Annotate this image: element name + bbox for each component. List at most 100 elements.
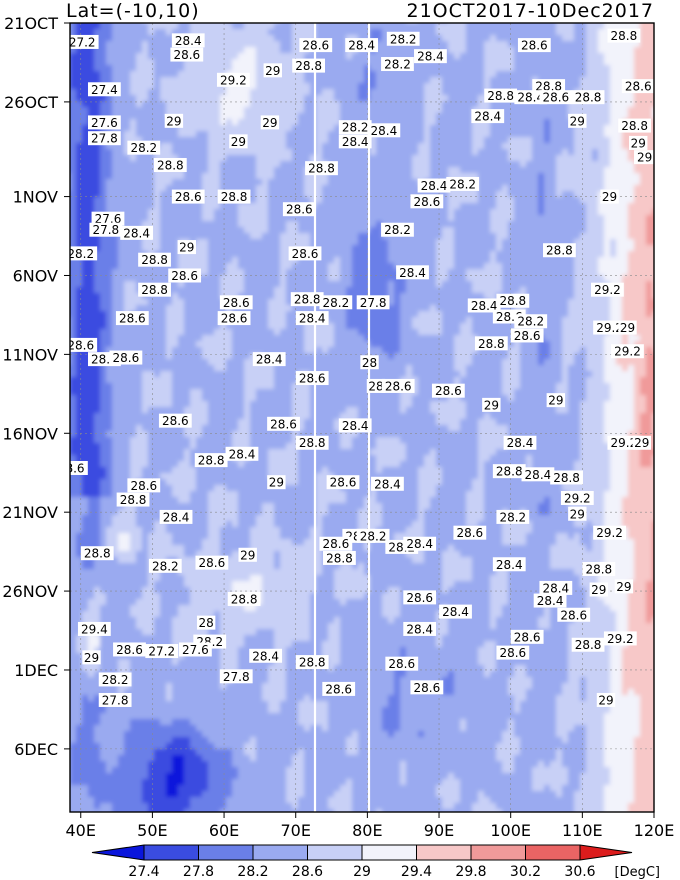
contour-label-box	[591, 282, 624, 297]
contour-label: 29	[591, 583, 606, 597]
contour-label: 28.2	[517, 315, 544, 329]
contour-label: 29	[265, 64, 280, 78]
contour-label: 28	[368, 379, 383, 393]
contour-label-box	[629, 135, 648, 150]
contour-label: 28.8	[575, 91, 602, 105]
contour-label-box	[546, 393, 566, 408]
x-tick-label: 50E	[137, 821, 167, 840]
contour-label-box	[91, 211, 125, 226]
contour-label: 28.2	[67, 247, 94, 261]
contour-label: 29	[570, 507, 585, 521]
contour-label-box	[153, 158, 187, 173]
x-tick-label: 110E	[562, 821, 603, 840]
contour-label: 28.8	[198, 454, 225, 468]
contour-label: 29	[598, 693, 613, 707]
contour-label: 29.2	[220, 73, 247, 87]
contour-label: 27.6	[91, 116, 118, 130]
contour-label-box	[82, 650, 101, 665]
y-tick-label: 1DEC	[14, 661, 58, 680]
contour-label: 29.4	[81, 622, 108, 636]
x-tick-label: 70E	[280, 821, 310, 840]
contour-label-box	[120, 225, 154, 240]
contour-label: 28.6	[560, 608, 587, 622]
contour-label: 28.4	[417, 50, 444, 64]
contour-label: 28.4	[496, 558, 523, 572]
y-tick-label: 21NOV	[2, 503, 58, 522]
contour-label-box	[70, 34, 99, 49]
contour-label-box	[171, 189, 205, 204]
colorbar-tick-label: 29.8	[455, 864, 486, 880]
contour-label-box	[607, 28, 641, 43]
contour-label-box	[299, 38, 333, 53]
y-tick-label: 6DEC	[14, 740, 58, 759]
contour-label-box	[322, 681, 356, 696]
contour-label-box	[582, 561, 616, 576]
contour-label-box	[164, 113, 184, 128]
contour-label-box	[145, 644, 179, 659]
colorbar-tick-label: 30.6	[564, 864, 595, 880]
temperature-field: 27.2 28.428.628.228.6 28.428.428.628.829 28…	[67, 23, 664, 812]
contour-label-box	[295, 655, 329, 670]
contour-label: 28.8	[120, 493, 147, 507]
colorbar-low-arrow	[92, 845, 144, 860]
contour-label: 29	[179, 241, 194, 255]
x-axis: 40E 50E 60E 70E 80E 90E 100E 110E 120E	[66, 812, 675, 840]
contour-label: 28.6	[302, 39, 329, 53]
contour-label: 27.4	[91, 83, 118, 97]
contour-label: 27.6	[182, 643, 209, 657]
contour-label-box	[482, 397, 501, 412]
contour-label-box	[611, 344, 644, 359]
contour-label-box	[319, 295, 353, 310]
colorbar-tick-label: 29	[353, 864, 371, 880]
contour-label-box	[618, 320, 637, 335]
chart-title-period: 21OCT2017-10Dec2017	[406, 0, 654, 22]
contour-label: 28.4	[342, 419, 369, 433]
contour-label-box	[381, 378, 415, 393]
x-tick-label: 120E	[634, 821, 675, 840]
contour-label-box	[539, 580, 573, 595]
colorbar-segment	[471, 845, 526, 860]
contour-label-box	[356, 528, 390, 543]
contour-label: 28.8	[299, 436, 326, 450]
contour-label-box	[217, 311, 251, 326]
colorbar-segment	[525, 845, 581, 860]
contour-label: 29	[166, 114, 181, 128]
y-tick-label: 11NOV	[2, 345, 58, 364]
contour-label: 28.8	[487, 89, 514, 103]
contour-label-box	[521, 467, 555, 482]
contour-label: 28.8	[157, 159, 184, 173]
contour-label-box	[87, 131, 121, 146]
contour-label-box	[366, 378, 386, 393]
contour-label: 29.2	[596, 526, 623, 540]
contour-label-box	[148, 558, 182, 573]
contour-label: 28.4	[542, 581, 569, 595]
contour-label: 28.8	[295, 59, 322, 73]
contour-label: 29	[620, 321, 635, 335]
contour-label-box	[484, 88, 518, 103]
chart-title-latitude: Lat=(-10,10)	[66, 0, 200, 22]
contour-label: 28.6	[270, 417, 297, 431]
contour-label-box	[589, 582, 609, 597]
contour-label-box	[514, 90, 548, 105]
contour-label: 28.8	[575, 638, 602, 652]
contour-label-box	[113, 642, 146, 657]
contour-label: 28.6	[116, 643, 143, 657]
contour-label-box	[288, 246, 322, 261]
contour-label: 29.6	[637, 151, 664, 165]
contour-label-box	[371, 476, 404, 491]
contour-label: 28.8	[546, 244, 573, 258]
colorbar-segment	[253, 845, 308, 860]
contour-label: 28.8	[308, 162, 335, 176]
contour-label-box	[219, 295, 253, 310]
contour-label: 28.4	[123, 226, 150, 240]
contour-label: 28.2	[342, 121, 369, 135]
contour-label-box	[403, 621, 437, 636]
contour-label: 28.4	[229, 447, 256, 461]
contour-label-box	[543, 243, 576, 258]
contour-label-box	[360, 355, 379, 370]
contour-label: 27.8	[223, 670, 250, 684]
contour-label: 28.6	[199, 556, 226, 570]
contour-label-box	[138, 282, 171, 297]
contour-label-box	[386, 31, 420, 46]
contour-label: 28.6	[292, 247, 319, 261]
